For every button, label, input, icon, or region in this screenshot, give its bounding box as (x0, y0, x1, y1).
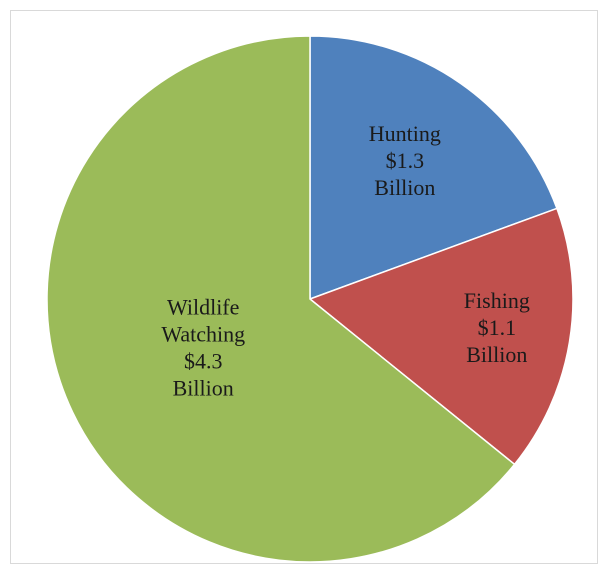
pie-label-line: Fishing (464, 288, 530, 313)
pie-slice-hunting (309, 35, 558, 301)
pie-label-hunting: Hunting $1.3 Billion (369, 121, 441, 200)
pie-label-line: $1.1 (478, 315, 517, 340)
pie-slices (46, 35, 574, 563)
pie-label-fishing: Fishing $1.1 Billion (464, 288, 530, 367)
pie-label-line: $4.3 (184, 349, 223, 374)
pie-label-line: $1.3 (386, 148, 425, 173)
pie-slice-wildlife-watching (46, 35, 516, 563)
pie-label-line: Billion (173, 376, 234, 401)
pie-slice-fishing (308, 207, 574, 466)
pie-label-line: Hunting (369, 121, 441, 146)
pie-label-line: Wildlife (167, 295, 239, 320)
pie-label-line: Billion (466, 342, 527, 367)
pie-label-wildlife-watching: Wildlife Watching $4.3 Billion (161, 295, 245, 401)
pie-label-line: Watching (161, 322, 245, 347)
pie-label-line: Billion (374, 175, 435, 200)
